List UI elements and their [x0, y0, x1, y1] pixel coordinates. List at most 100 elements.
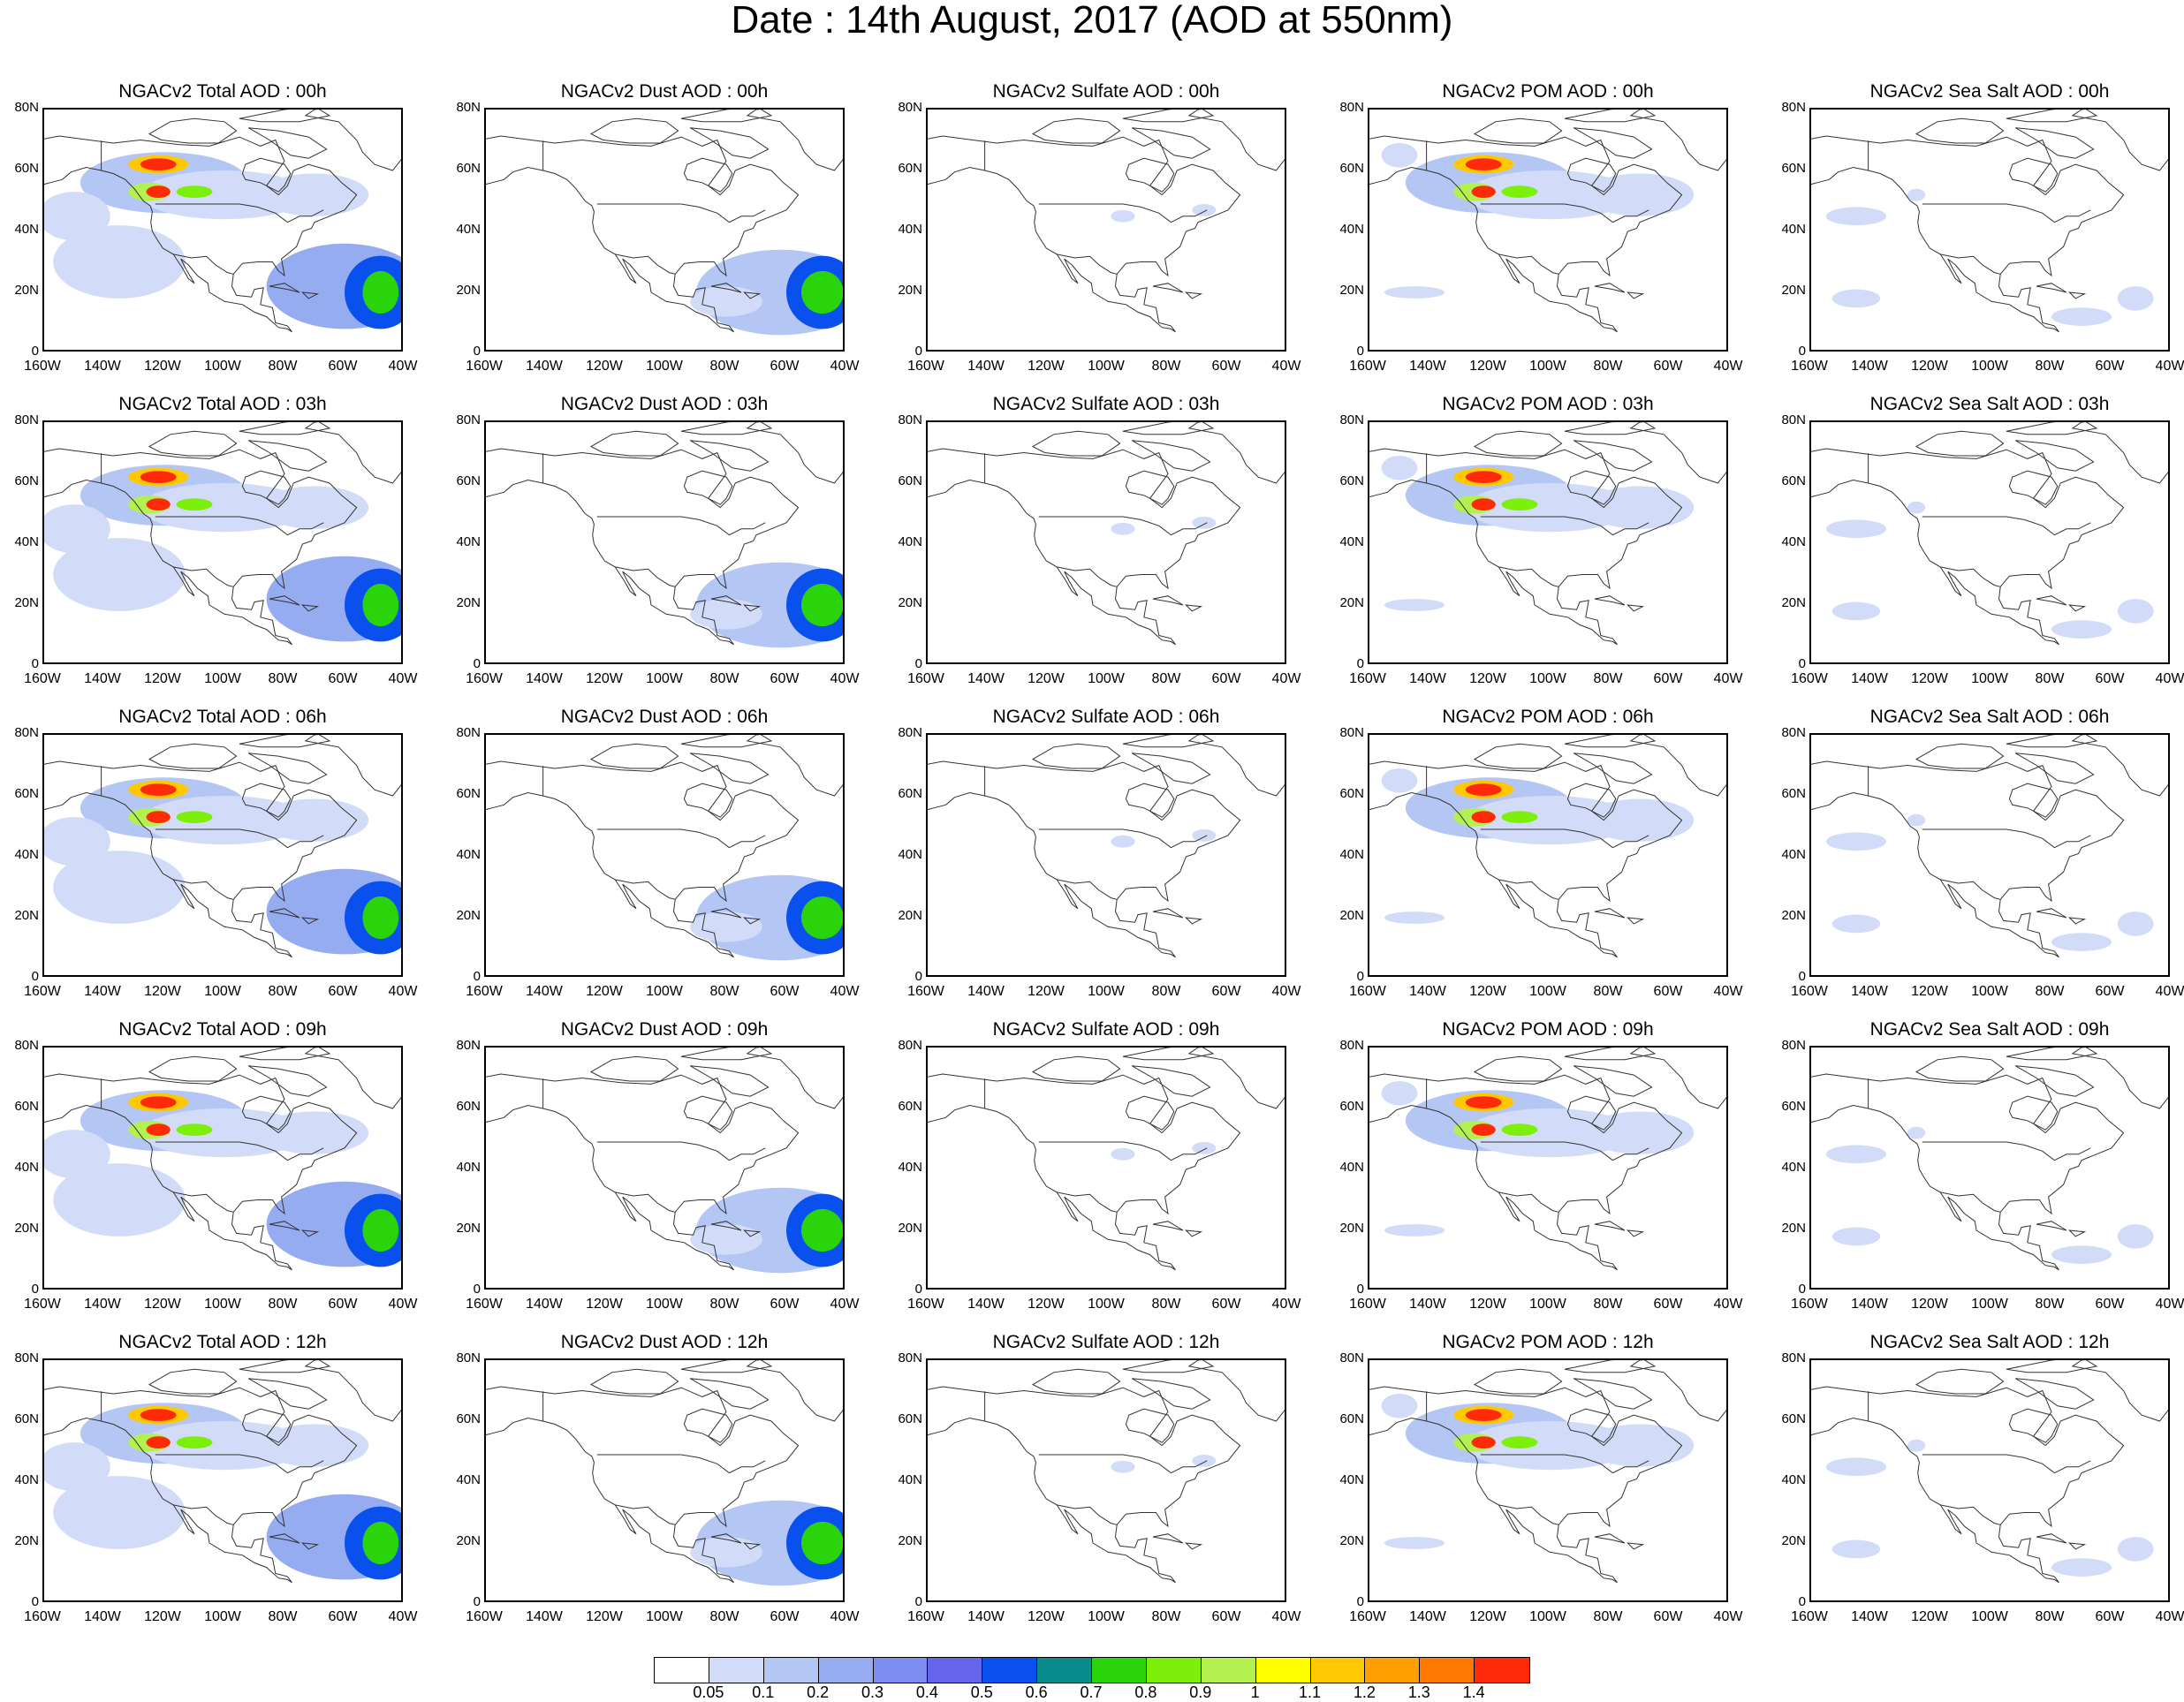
aod-shading — [1831, 289, 1881, 308]
map-panel — [484, 733, 845, 977]
longitude-tick-label: 40W — [1271, 359, 1301, 374]
coastline — [1811, 760, 2125, 958]
latitude-tick-label: 0 — [31, 656, 39, 671]
us-mexico-border — [1498, 253, 1559, 275]
us-canada-border — [1922, 516, 2091, 536]
map-canvas — [44, 1360, 401, 1584]
longitude-tick-label: 40W — [388, 671, 418, 686]
longitude-tick-label: 100W — [1529, 1297, 1566, 1312]
island-coastline — [1594, 1533, 1626, 1544]
latitude-tick-label: 40N — [14, 222, 39, 237]
longitude-tick-label: 80W — [1151, 984, 1181, 999]
longitude-tick-label: 120W — [1469, 671, 1506, 686]
greenland-coastline — [1187, 1360, 1285, 1422]
island-coastline — [1473, 1055, 1563, 1082]
island-coastline — [1131, 127, 1211, 159]
panel-title: NGACv2 POM AOD : 09h — [1442, 1019, 1654, 1040]
island-coastline — [1152, 283, 1184, 293]
map-canvas — [486, 422, 843, 648]
island-coastline — [1473, 430, 1563, 457]
longitude-tick-label: 120W — [586, 671, 623, 686]
longitude-tick-label: 140W — [526, 1609, 563, 1624]
us-mexico-border — [1940, 1504, 2001, 1525]
latitude-tick-label: 60N — [1339, 786, 1364, 801]
latitude-tick-label: 60N — [14, 1099, 39, 1114]
latitude-tick-label: 20N — [456, 1533, 481, 1548]
us-mexico-border — [1940, 879, 2001, 900]
aod-shading — [1465, 783, 1502, 796]
aod-shading — [176, 498, 213, 511]
latitude-tick-label: 40N — [1339, 847, 1364, 862]
hudson-bay-coastline — [2008, 1095, 2059, 1131]
island-coastline — [1627, 291, 1645, 299]
coastline — [928, 760, 1241, 958]
colorbar-label: 1.1 — [1298, 1683, 1322, 1701]
latitude-tick-label: 20N — [1339, 908, 1364, 923]
aod-shading — [1907, 1126, 1926, 1139]
island-coastline — [2068, 291, 2087, 299]
longitude-tick-label: 80W — [709, 984, 739, 999]
aod-shading — [44, 1442, 110, 1492]
aod-shading — [2117, 1537, 2154, 1562]
longitude-tick-label: 100W — [1529, 359, 1566, 374]
island-coastline — [710, 1221, 742, 1231]
colorbar-label: 0.3 — [861, 1683, 884, 1701]
map-canvas — [928, 1048, 1285, 1271]
longitude-tick-label: 40W — [1713, 359, 1743, 374]
longitude-tick-label: 40W — [1713, 984, 1743, 999]
island-coastline — [1185, 604, 1203, 612]
latitude-tick-label: 20N — [456, 908, 481, 923]
aod-shading — [801, 583, 843, 627]
aod-shading — [1465, 158, 1502, 170]
us-canada-border — [1922, 828, 2091, 849]
greenland-coastline — [2071, 735, 2168, 797]
latitude-tick-label: 20N — [1339, 283, 1364, 298]
latitude-tick-label: 0 — [914, 344, 922, 359]
longitude-tick-label: 120W — [1028, 671, 1065, 686]
latitude-tick-label: 40N — [14, 534, 39, 549]
map-panel — [926, 1046, 1286, 1290]
longitude-tick-label: 60W — [1211, 359, 1241, 374]
longitude-tick-label: 100W — [1088, 984, 1125, 999]
longitude-tick-label: 40W — [388, 1609, 418, 1624]
longitude-tick-label: 120W — [1911, 671, 1948, 686]
coastline — [928, 1073, 1241, 1271]
us-mexico-border — [1940, 566, 2001, 587]
longitude-tick-label: 140W — [84, 1297, 121, 1312]
longitude-tick-label: 40W — [1713, 1297, 1743, 1312]
longitude-tick-label: 140W — [1409, 984, 1446, 999]
map-canvas — [1369, 1360, 1726, 1584]
colorbar-swatch — [655, 1658, 709, 1683]
longitude-tick-label: 80W — [268, 359, 298, 374]
island-coastline — [301, 291, 320, 299]
aod-shading — [362, 1521, 399, 1565]
longitude-tick-label: 100W — [646, 359, 683, 374]
hudson-bay-coastline — [1566, 470, 1617, 505]
map-canvas — [1369, 1048, 1726, 1271]
greenland-coastline — [2071, 422, 2168, 484]
map-canvas — [1369, 110, 1726, 333]
us-canada-border — [1480, 1454, 1649, 1474]
map-panel — [926, 1358, 1286, 1602]
aod-shading — [1381, 455, 1418, 480]
island-coastline — [1185, 917, 1203, 925]
latitude-tick-label: 40N — [1781, 534, 1806, 549]
latitude-tick-label: 20N — [456, 595, 481, 610]
aod-shading — [2117, 1224, 2154, 1249]
us-canada-border — [1038, 1141, 1208, 1161]
map-canvas — [1811, 1048, 2168, 1271]
longitude-tick-label: 140W — [526, 1297, 563, 1312]
longitude-tick-label: 140W — [1409, 671, 1446, 686]
island-coastline — [2014, 440, 2095, 472]
coastline — [1369, 1073, 1683, 1271]
longitude-tick-label: 40W — [2155, 984, 2184, 999]
longitude-tick-label: 60W — [770, 671, 800, 686]
aod-shading — [801, 1208, 843, 1252]
island-coastline — [1031, 117, 1121, 144]
greenland-coastline — [1629, 110, 1726, 171]
aod-shading — [1831, 1227, 1881, 1246]
island-coastline — [743, 604, 762, 612]
latitude-tick-label: 60N — [898, 1099, 922, 1114]
map-panel — [1809, 108, 2170, 352]
us-mexico-border — [1057, 879, 1118, 900]
